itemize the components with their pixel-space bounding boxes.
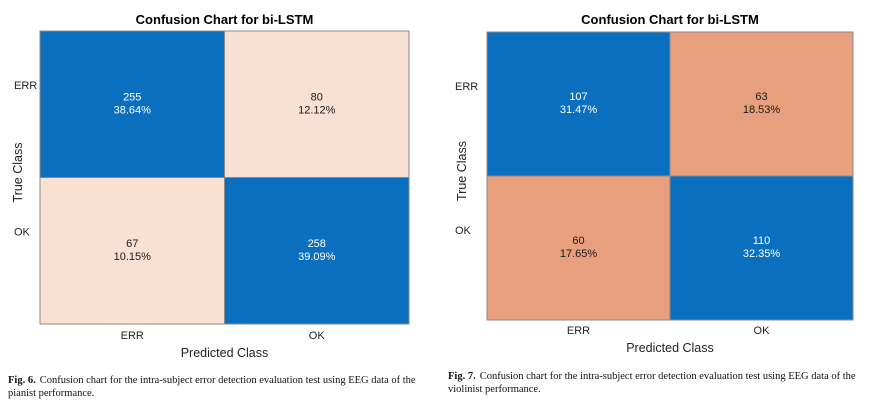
figure-6-caption: Fig. 6. Confusion chart for the intra-sub… — [8, 374, 433, 400]
confusion-cell-err-ok — [669, 31, 854, 177]
confusion-cell-ok-ok — [669, 175, 854, 321]
y-tick-label: ERR — [455, 81, 478, 93]
chart-title: Confusion Chart for bi-LSTM — [136, 12, 314, 27]
cell-count: 258 — [308, 238, 326, 250]
confusion-cell-err-err — [486, 31, 671, 177]
cell-count: 110 — [753, 235, 771, 247]
cell-percent: 17.65% — [560, 248, 598, 260]
figure-6-caption-label: Fig. 6. — [8, 375, 36, 386]
confusion-cell-ok-err — [39, 177, 225, 325]
y-tick-label: ERR — [14, 80, 37, 92]
confusion-cell-err-err — [39, 30, 225, 178]
figure-6: Confusion Chart for bi-LSTM 255 38.64% 80 12… — [0, 0, 440, 407]
figure-7-caption: Fig. 7. Confusion chart for the intra-sub… — [448, 370, 873, 396]
cell-count: 67 — [126, 238, 138, 250]
figure-7-caption-label: Fig. 7. — [448, 371, 476, 382]
cell-percent: 12.12% — [298, 104, 336, 116]
x-axis-title: Predicted Class — [626, 341, 714, 355]
figure-6-caption-text: Confusion chart for the intra-subject er… — [8, 375, 416, 399]
chart-title: Confusion Chart for bi-LSTM — [581, 12, 759, 27]
cell-percent: 38.64% — [114, 104, 152, 116]
cell-count: 80 — [311, 91, 323, 103]
confusion-cell-err-ok — [224, 30, 410, 178]
cell-percent: 18.53% — [743, 104, 781, 116]
y-tick-label: OK — [14, 227, 31, 239]
y-tick-label: OK — [455, 225, 472, 237]
cell-percent: 31.47% — [560, 104, 598, 116]
cell-count: 255 — [123, 91, 141, 103]
cell-percent: 39.09% — [298, 251, 336, 263]
x-tick-label: ERR — [567, 325, 590, 337]
cell-count: 107 — [569, 91, 587, 103]
cell-percent: 10.15% — [114, 251, 152, 263]
figure-7-caption-text: Confusion chart for the intra-subject er… — [448, 371, 856, 395]
x-tick-label: OK — [309, 330, 326, 342]
cell-count: 60 — [572, 235, 584, 247]
cell-percent: 32.35% — [743, 248, 781, 260]
x-tick-label: ERR — [121, 330, 144, 342]
y-axis-title: True Class — [11, 143, 25, 203]
confusion-cell-ok-err — [486, 175, 671, 321]
x-axis-title: Predicted Class — [181, 346, 269, 360]
figure-7: Confusion Chart for bi-LSTM 107 31.47% 63 18… — [440, 0, 881, 407]
cell-count: 63 — [755, 91, 767, 103]
confusion-cell-ok-ok — [224, 177, 410, 325]
y-axis-title: True Class — [455, 141, 469, 201]
x-tick-label: OK — [754, 325, 771, 337]
